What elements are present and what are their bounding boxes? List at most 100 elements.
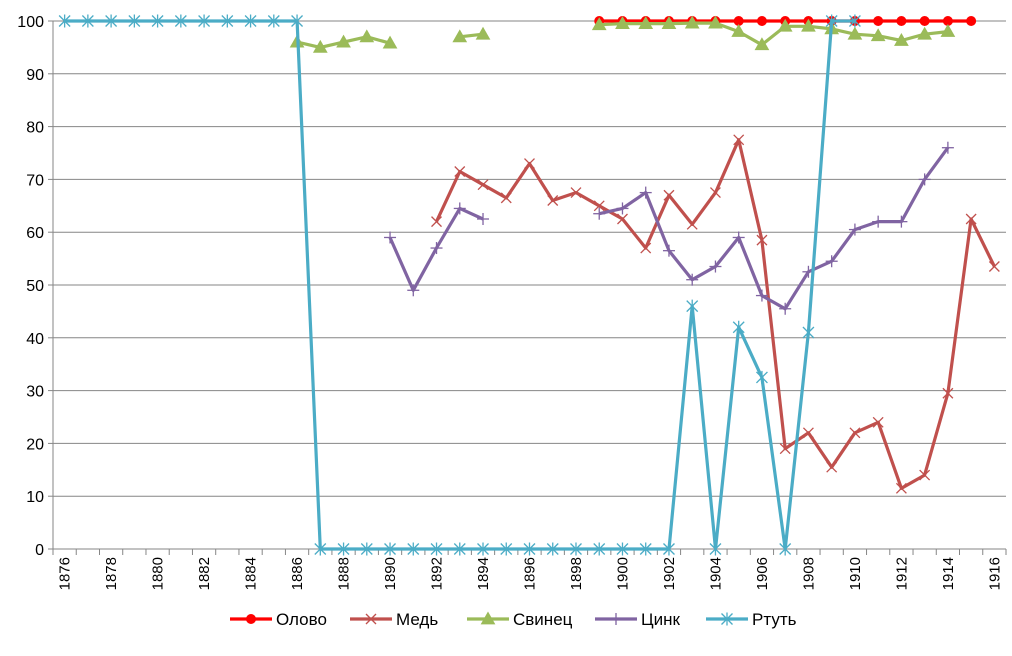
x-tick-label: 1912 (893, 557, 910, 590)
series-line (598, 146, 950, 311)
data-point (873, 16, 884, 26)
data-point (58, 14, 71, 28)
data-point (524, 158, 535, 170)
data-point (500, 192, 512, 204)
legend-marker (480, 611, 496, 625)
data-point (755, 289, 768, 302)
legend-item: Цинк (595, 610, 680, 629)
data-point (570, 542, 582, 556)
data-point (872, 215, 885, 228)
data-point (407, 284, 420, 297)
x-tick-label: 1880 (150, 557, 167, 590)
data-point (965, 213, 977, 225)
data-point (407, 542, 420, 556)
data-point (221, 14, 234, 28)
data-point (477, 542, 489, 556)
data-point (267, 14, 280, 28)
x-tick-label: 1914 (940, 557, 957, 590)
x-tick-label: 1896 (522, 557, 539, 590)
data-point (593, 200, 605, 212)
data-point (615, 16, 630, 30)
data-point (151, 14, 164, 28)
data-point (663, 542, 675, 556)
y-tick-label: 30 (26, 384, 44, 401)
data-point (452, 29, 468, 43)
data-point (849, 427, 861, 439)
data-point (779, 443, 791, 455)
data-point (431, 216, 442, 228)
x-tick-label: 1902 (661, 557, 678, 590)
data-point (198, 14, 211, 28)
data-point (336, 34, 351, 48)
data-point (384, 542, 396, 556)
data-point (709, 187, 721, 199)
y-tick-label: 50 (26, 278, 44, 295)
series-2 (431, 134, 1000, 494)
data-point (382, 35, 398, 49)
data-point (917, 26, 933, 40)
legend: Олово Медь Свинец Цинк Ртуть (230, 610, 797, 629)
y-tick-label: 40 (26, 331, 44, 348)
data-point (896, 16, 907, 26)
data-point (754, 37, 770, 51)
legend-item: Олово (230, 610, 327, 629)
x-tick-label: 1892 (429, 557, 446, 590)
x-tick-label: 1890 (382, 557, 399, 590)
y-tick-label: 0 (35, 542, 44, 559)
legend-label: Свинец (513, 610, 573, 629)
data-point (825, 255, 838, 268)
data-point (919, 469, 931, 481)
data-point (966, 16, 977, 26)
x-tick-label: 1900 (614, 557, 631, 590)
data-point (454, 166, 466, 177)
series-5 (58, 14, 861, 556)
data-point (733, 134, 745, 146)
data-point (312, 39, 328, 53)
data-point (453, 542, 466, 556)
series-3 (289, 15, 956, 53)
data-point (523, 542, 536, 556)
data-point (453, 202, 466, 215)
data-point (360, 542, 373, 556)
y-axis-tick-labels: 0 10 20 30 40 50 60 70 80 90 100 (17, 14, 44, 559)
data-point (475, 26, 491, 40)
data-point (638, 16, 654, 30)
data-point (661, 16, 677, 30)
data-point (826, 461, 838, 473)
y-tick-label: 80 (26, 120, 44, 137)
data-point (918, 173, 931, 186)
data-point (872, 416, 884, 428)
data-point (709, 260, 722, 273)
legend-item: Медь (350, 610, 438, 629)
data-point (895, 482, 907, 494)
legend-label: Олово (276, 610, 327, 629)
data-point (802, 326, 815, 340)
data-point (942, 387, 954, 399)
data-point (684, 15, 700, 29)
data-point (686, 273, 699, 286)
data-point (430, 242, 443, 255)
legend-marker (246, 614, 256, 624)
data-point (663, 189, 675, 201)
legend-marker (610, 613, 622, 625)
x-tick-label: 1888 (336, 557, 353, 590)
legend-item: Свинец (467, 610, 573, 629)
data-point (570, 187, 582, 199)
data-point (988, 261, 1000, 272)
y-tick-label: 20 (26, 436, 44, 453)
data-point (105, 14, 118, 28)
data-point (337, 542, 350, 556)
x-tick-label: 1908 (800, 557, 817, 590)
data-point (128, 14, 141, 28)
x-tick-label: 1878 (103, 557, 120, 590)
data-point (941, 141, 954, 154)
data-point (731, 24, 747, 37)
data-point (709, 542, 722, 556)
data-point (500, 542, 513, 556)
data-point (640, 242, 652, 254)
data-point (848, 14, 861, 28)
x-tick-label: 1894 (475, 557, 492, 590)
data-point (894, 33, 909, 46)
data-point (477, 213, 490, 225)
